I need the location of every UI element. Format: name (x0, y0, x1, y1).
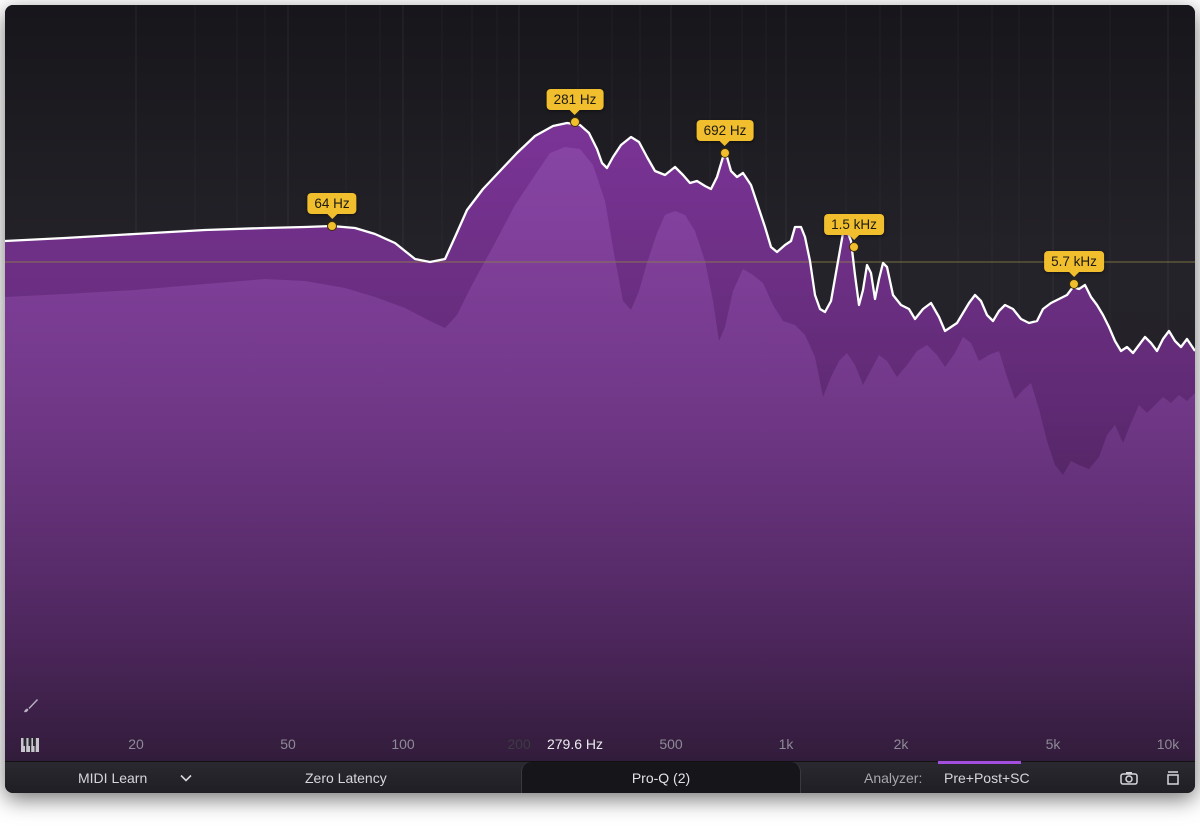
piano-keys-icon[interactable] (21, 738, 39, 752)
freq-tick-20: 20 (128, 736, 144, 752)
analyzer-active-indicator (938, 761, 1021, 764)
band-handles[interactable] (327, 117, 1079, 289)
spectrum-graph[interactable] (5, 5, 1195, 761)
freq-tick-5k: 5k (1045, 736, 1061, 752)
freq-tick-100: 100 (391, 736, 415, 752)
cursor-frequency-readout: 279.6 Hz (546, 736, 604, 752)
band-frequency-tag: 692 Hz (696, 120, 754, 146)
band-handle[interactable] (849, 242, 859, 252)
pre-eq-spectrum (5, 147, 1195, 761)
window-size-icon[interactable] (1163, 770, 1183, 786)
band-handle[interactable] (570, 117, 580, 127)
freq-tick-1k: 1k (778, 736, 794, 752)
band-handle[interactable] (720, 148, 730, 158)
preset-name[interactable]: Pro-Q (2) (631, 770, 691, 786)
band-handle[interactable] (327, 221, 337, 231)
camera-icon[interactable] (1119, 770, 1139, 786)
freq-tick-50: 50 (280, 736, 296, 752)
freq-tick-200: 200 (507, 736, 531, 752)
freq-tick-10k: 10k (1156, 736, 1180, 752)
freq-tick-500: 500 (659, 736, 683, 752)
band-frequency-tag: 281 Hz (546, 89, 604, 115)
band-frequency-tag: 1.5 kHz (824, 214, 884, 240)
analyzer-label: Analyzer: (864, 770, 923, 786)
preset-tab[interactable]: Pro-Q (2) (521, 762, 801, 793)
status-bar: MIDI Learn Zero Latency Pro-Q (2) Analyz… (5, 761, 1195, 793)
chevron-down-icon[interactable] (179, 771, 193, 785)
freq-tick-2k: 2k (893, 736, 909, 752)
latency-mode-button[interactable]: Zero Latency (305, 770, 387, 786)
eq-display[interactable]: 64 Hz 281 Hz 692 Hz 1.5 kHz 5.7 kHz 20 50 10… (5, 5, 1195, 761)
brush-icon[interactable] (21, 695, 41, 715)
analyzer-mode-button[interactable]: Pre+Post+SC (944, 770, 1030, 786)
pro-q-window: 64 Hz 281 Hz 692 Hz 1.5 kHz 5.7 kHz 20 50 10… (5, 5, 1195, 793)
band-handle[interactable] (1069, 279, 1079, 289)
midi-learn-button[interactable]: MIDI Learn (78, 770, 148, 786)
band-frequency-tag: 5.7 kHz (1044, 251, 1104, 277)
band-frequency-tag: 64 Hz (307, 193, 357, 219)
